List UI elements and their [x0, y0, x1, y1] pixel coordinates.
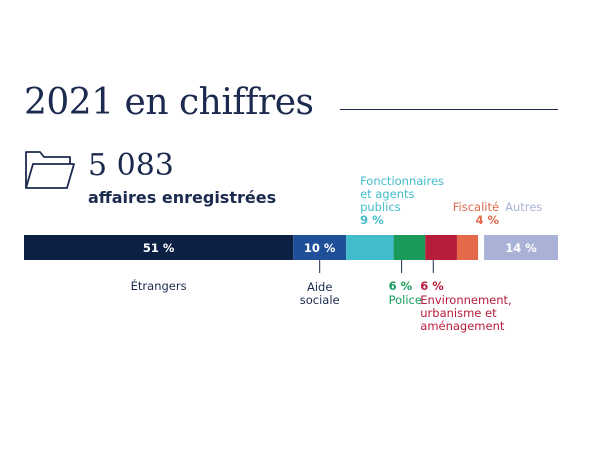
category-label: Aide — [307, 280, 332, 294]
category-label: Fonctionnaires — [360, 174, 444, 188]
value-label: 10 % — [304, 241, 336, 255]
category-label: sociale — [300, 293, 340, 307]
value-label: 4 % — [476, 213, 500, 227]
bar-segment — [484, 235, 558, 260]
category-label: Autres — [505, 200, 542, 214]
category-label: urbanisme et — [420, 306, 497, 320]
title-divider — [340, 109, 558, 110]
bar-segment — [456, 235, 479, 260]
value-label: 6 % — [420, 279, 444, 293]
category-label: aménagement — [420, 319, 505, 333]
category-label: Police — [389, 293, 422, 307]
value-label: 14 % — [505, 241, 537, 255]
value-label: 6 % — [389, 279, 413, 293]
value-label: 51 % — [143, 241, 175, 255]
bar-segment — [346, 235, 394, 260]
category-label: Environnement, — [420, 293, 511, 307]
bar-segment — [393, 235, 426, 260]
category-label: Étrangers — [131, 278, 187, 293]
folder-icon — [25, 151, 75, 189]
category-label: et agents — [360, 187, 414, 201]
value-label: 9 % — [360, 213, 384, 227]
bar-segment — [425, 235, 457, 260]
case-count: 5 083 — [88, 148, 174, 183]
category-label: Fiscalité — [453, 200, 499, 214]
page-title: 2021 en chiffres — [24, 82, 314, 123]
bar-segment — [293, 235, 347, 260]
bar-segment — [24, 235, 294, 260]
case-count-label: affaires enregistrées — [88, 188, 277, 207]
category-label: publics — [360, 200, 401, 214]
